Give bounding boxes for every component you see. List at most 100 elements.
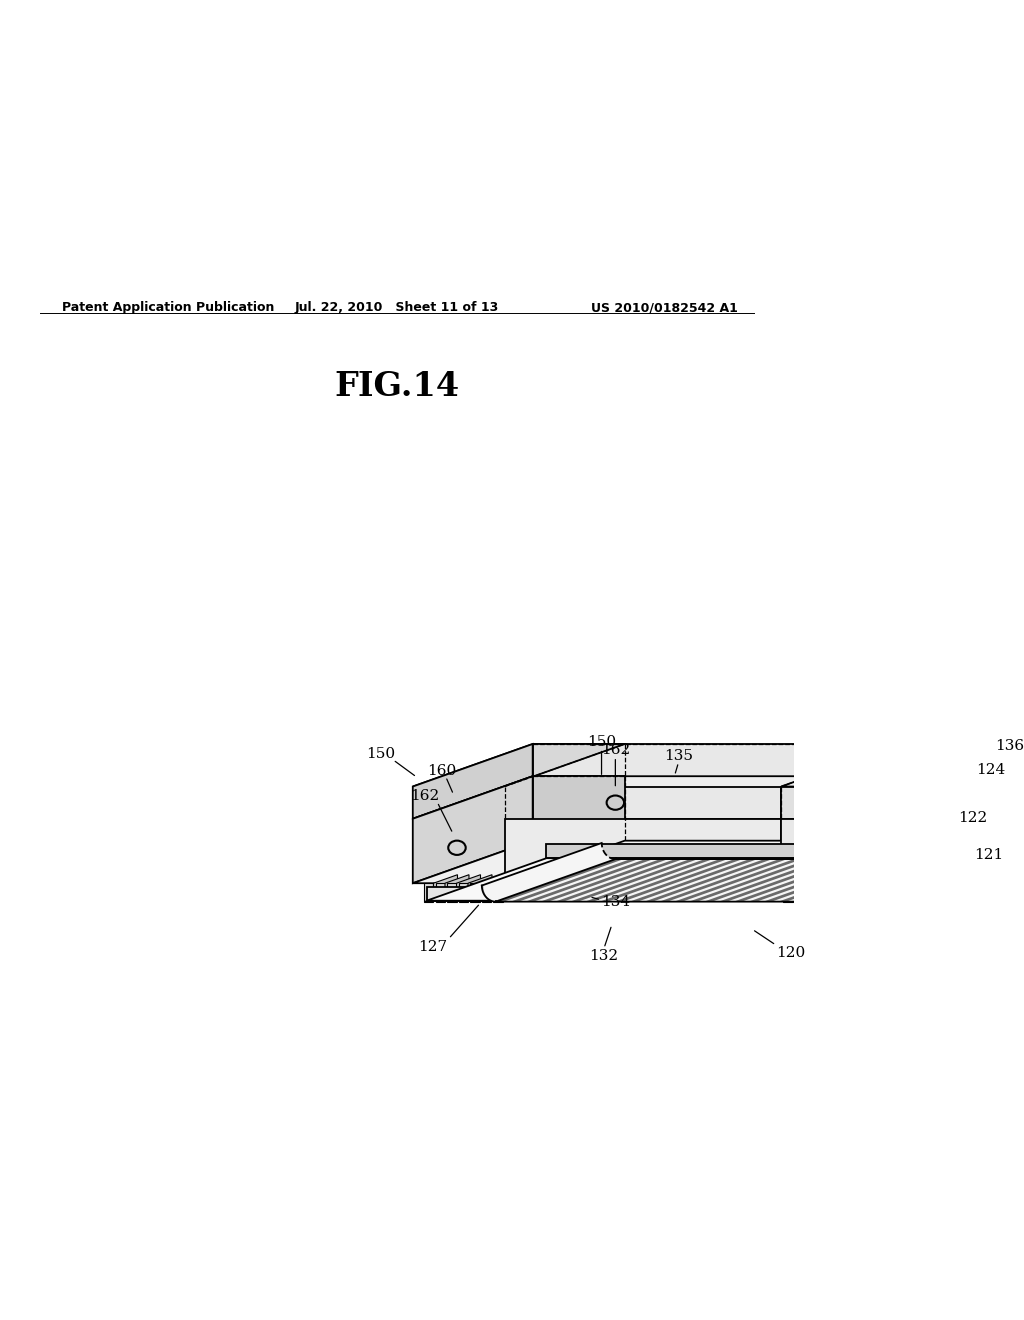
Polygon shape	[427, 858, 1002, 900]
Polygon shape	[494, 883, 503, 902]
Text: 121: 121	[974, 847, 1004, 862]
Polygon shape	[600, 859, 728, 902]
Polygon shape	[764, 859, 892, 902]
Polygon shape	[719, 859, 847, 902]
Polygon shape	[494, 894, 526, 902]
Polygon shape	[433, 875, 458, 902]
Polygon shape	[436, 894, 469, 902]
Polygon shape	[532, 744, 625, 776]
Polygon shape	[906, 755, 999, 780]
Polygon shape	[901, 744, 993, 776]
Polygon shape	[644, 859, 772, 902]
Polygon shape	[614, 859, 742, 902]
Text: 134: 134	[601, 895, 631, 909]
Polygon shape	[479, 875, 504, 902]
Text: 120: 120	[776, 946, 805, 960]
Text: 122: 122	[957, 810, 987, 825]
Polygon shape	[873, 776, 993, 883]
Text: 150: 150	[367, 747, 395, 762]
Polygon shape	[570, 859, 698, 902]
Polygon shape	[781, 744, 993, 787]
Polygon shape	[505, 841, 901, 883]
Polygon shape	[783, 894, 816, 902]
Polygon shape	[818, 883, 827, 902]
Polygon shape	[807, 883, 816, 902]
Text: FIG.14: FIG.14	[335, 371, 460, 404]
Text: 135: 135	[664, 748, 693, 763]
Text: 132: 132	[590, 949, 618, 964]
Polygon shape	[459, 883, 468, 902]
Polygon shape	[794, 859, 922, 902]
Polygon shape	[505, 787, 781, 818]
Text: US 2010/0182542 A1: US 2010/0182542 A1	[592, 301, 738, 314]
Text: Patent Application Publication: Patent Application Publication	[61, 301, 274, 314]
Polygon shape	[482, 883, 492, 902]
Polygon shape	[555, 859, 683, 902]
Polygon shape	[795, 883, 804, 902]
Text: 162: 162	[411, 788, 440, 803]
Polygon shape	[483, 886, 496, 902]
Polygon shape	[470, 894, 504, 902]
Polygon shape	[492, 875, 515, 902]
Polygon shape	[447, 894, 480, 902]
Polygon shape	[482, 886, 496, 902]
Polygon shape	[547, 845, 1002, 858]
Polygon shape	[659, 859, 787, 902]
Text: 136: 136	[995, 739, 1024, 752]
Polygon shape	[749, 859, 877, 902]
Polygon shape	[482, 886, 496, 902]
Polygon shape	[781, 818, 873, 883]
Polygon shape	[505, 776, 901, 818]
Polygon shape	[413, 776, 625, 818]
Polygon shape	[807, 894, 840, 902]
Text: Jul. 22, 2010   Sheet 11 of 13: Jul. 22, 2010 Sheet 11 of 13	[295, 301, 499, 314]
Polygon shape	[482, 843, 615, 902]
Polygon shape	[867, 859, 995, 902]
Polygon shape	[829, 883, 839, 902]
Polygon shape	[413, 776, 532, 883]
Polygon shape	[947, 767, 958, 792]
Polygon shape	[853, 859, 981, 902]
Polygon shape	[496, 859, 624, 902]
Polygon shape	[457, 875, 480, 902]
Polygon shape	[873, 744, 993, 818]
Polygon shape	[781, 776, 993, 818]
Polygon shape	[930, 755, 999, 801]
Polygon shape	[852, 894, 886, 902]
Polygon shape	[674, 859, 802, 902]
Text: 150: 150	[587, 735, 616, 750]
Polygon shape	[413, 787, 505, 818]
Polygon shape	[413, 744, 532, 818]
Polygon shape	[413, 841, 625, 883]
Polygon shape	[781, 787, 873, 818]
Text: 127: 127	[418, 940, 447, 954]
Polygon shape	[906, 776, 999, 801]
Polygon shape	[496, 859, 1002, 902]
Polygon shape	[468, 875, 492, 902]
Polygon shape	[630, 859, 758, 902]
Polygon shape	[459, 894, 492, 902]
Polygon shape	[781, 841, 993, 883]
Polygon shape	[906, 780, 930, 801]
Polygon shape	[503, 875, 526, 902]
Polygon shape	[413, 744, 625, 787]
Polygon shape	[505, 744, 901, 787]
Polygon shape	[427, 887, 883, 900]
Text: 160: 160	[427, 764, 457, 777]
Polygon shape	[852, 883, 861, 902]
Polygon shape	[585, 859, 713, 902]
Polygon shape	[808, 859, 936, 902]
Polygon shape	[703, 859, 831, 902]
Polygon shape	[541, 859, 669, 902]
Polygon shape	[838, 859, 966, 902]
Text: 162: 162	[601, 743, 630, 758]
Polygon shape	[505, 818, 781, 883]
Polygon shape	[778, 859, 906, 902]
Polygon shape	[532, 776, 625, 841]
Polygon shape	[436, 883, 445, 902]
Polygon shape	[901, 776, 993, 841]
Polygon shape	[447, 883, 457, 902]
Polygon shape	[823, 859, 951, 902]
Text: 124: 124	[976, 763, 1006, 776]
Polygon shape	[413, 818, 505, 883]
